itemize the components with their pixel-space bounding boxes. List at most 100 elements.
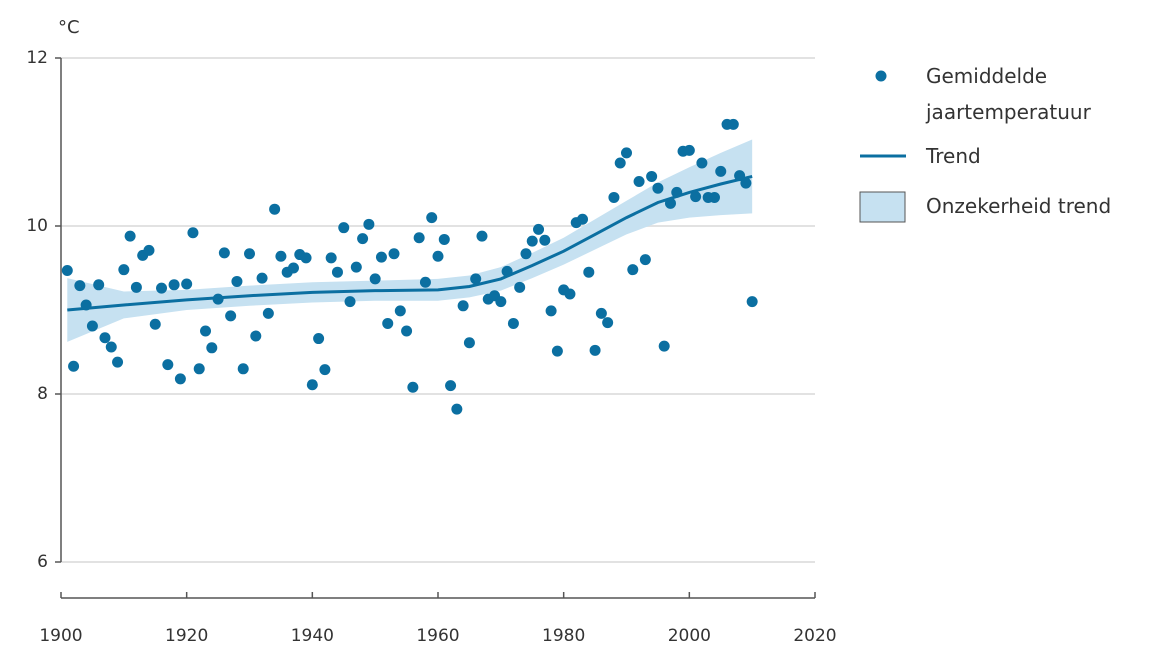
data-point bbox=[413, 232, 425, 244]
data-point bbox=[683, 144, 695, 156]
data-point bbox=[627, 264, 639, 276]
data-point bbox=[306, 379, 318, 391]
data-point bbox=[734, 170, 746, 182]
data-point bbox=[187, 227, 199, 239]
data-point bbox=[225, 310, 237, 322]
data-point bbox=[621, 147, 632, 159]
data-point bbox=[118, 264, 130, 276]
data-point bbox=[646, 170, 658, 182]
data-point bbox=[212, 293, 224, 305]
data-point bbox=[690, 191, 702, 203]
data-point bbox=[545, 305, 557, 317]
data-point bbox=[218, 247, 230, 259]
data-point bbox=[319, 364, 331, 376]
data-point bbox=[671, 186, 683, 198]
data-point bbox=[99, 332, 111, 344]
data-point bbox=[526, 235, 538, 247]
data-point bbox=[445, 380, 457, 392]
data-point bbox=[112, 356, 124, 368]
data-point bbox=[664, 197, 676, 209]
data-point bbox=[495, 296, 507, 308]
data-point bbox=[181, 278, 193, 290]
legend-label: Trend bbox=[926, 144, 981, 168]
data-point bbox=[344, 296, 356, 308]
data-point bbox=[61, 265, 73, 277]
y-tick-label: 6 bbox=[37, 552, 48, 572]
data-point bbox=[287, 262, 299, 274]
data-point bbox=[457, 300, 469, 312]
data-point bbox=[577, 213, 589, 225]
data-point bbox=[401, 325, 413, 337]
data-point bbox=[740, 177, 752, 189]
data-point bbox=[438, 233, 450, 245]
data-point bbox=[658, 340, 670, 352]
data-point bbox=[394, 305, 406, 317]
data-point bbox=[313, 333, 325, 345]
data-point bbox=[470, 273, 482, 285]
data-point bbox=[350, 261, 362, 273]
data-point bbox=[156, 282, 168, 294]
data-point bbox=[250, 330, 262, 342]
data-point bbox=[74, 280, 86, 292]
legend-label: Onzekerheid trend bbox=[926, 194, 1112, 218]
data-point bbox=[149, 318, 161, 330]
data-point bbox=[363, 218, 375, 230]
data-point bbox=[639, 254, 651, 266]
data-point bbox=[589, 344, 601, 356]
data-point bbox=[551, 345, 563, 357]
y-tick-label: 8 bbox=[37, 384, 48, 404]
data-point bbox=[463, 337, 475, 349]
data-point bbox=[608, 191, 620, 203]
data-point bbox=[501, 265, 513, 277]
data-point bbox=[696, 157, 708, 169]
data-point bbox=[652, 182, 664, 194]
legend-marker bbox=[859, 191, 906, 223]
legend-marker bbox=[875, 70, 887, 82]
data-point bbox=[256, 272, 268, 284]
legend-label: Gemiddelde jaartemperatuur bbox=[926, 64, 1091, 124]
data-point bbox=[602, 317, 614, 329]
x-tick-label: 1980 bbox=[542, 626, 585, 646]
data-point bbox=[407, 381, 419, 393]
x-tick-label: 1960 bbox=[416, 626, 459, 646]
x-tick-label: 1920 bbox=[165, 626, 208, 646]
uncertainty-band bbox=[67, 139, 753, 342]
x-tick-label: 1900 bbox=[39, 626, 82, 646]
y-tick-label: 10 bbox=[26, 216, 48, 236]
data-point bbox=[388, 248, 400, 260]
data-point bbox=[325, 252, 337, 264]
data-point bbox=[715, 165, 727, 177]
data-point bbox=[200, 325, 212, 337]
data-point bbox=[143, 244, 155, 256]
data-point bbox=[237, 363, 249, 375]
data-point bbox=[93, 279, 105, 291]
data-point bbox=[369, 273, 381, 285]
data-point bbox=[174, 373, 186, 385]
data-point bbox=[80, 299, 92, 311]
data-point bbox=[269, 203, 281, 215]
x-tick-label: 2000 bbox=[668, 626, 711, 646]
data-point bbox=[419, 276, 431, 288]
data-point bbox=[451, 403, 463, 415]
data-point bbox=[275, 250, 287, 262]
data-point bbox=[338, 222, 350, 234]
data-point bbox=[375, 251, 387, 263]
data-point bbox=[520, 248, 532, 260]
data-point bbox=[357, 233, 369, 245]
data-point bbox=[727, 118, 739, 130]
data-point bbox=[633, 175, 645, 187]
data-point bbox=[564, 288, 576, 300]
data-point bbox=[514, 281, 526, 293]
data-point bbox=[206, 342, 218, 354]
data-point bbox=[86, 320, 98, 332]
data-point bbox=[300, 252, 312, 264]
data-point bbox=[244, 248, 255, 260]
y-tick-label: 12 bbox=[26, 48, 48, 68]
data-point bbox=[130, 281, 142, 293]
data-point bbox=[262, 307, 274, 319]
data-point bbox=[595, 307, 607, 319]
data-point bbox=[614, 157, 626, 169]
data-point bbox=[746, 296, 758, 308]
data-point bbox=[331, 266, 343, 278]
